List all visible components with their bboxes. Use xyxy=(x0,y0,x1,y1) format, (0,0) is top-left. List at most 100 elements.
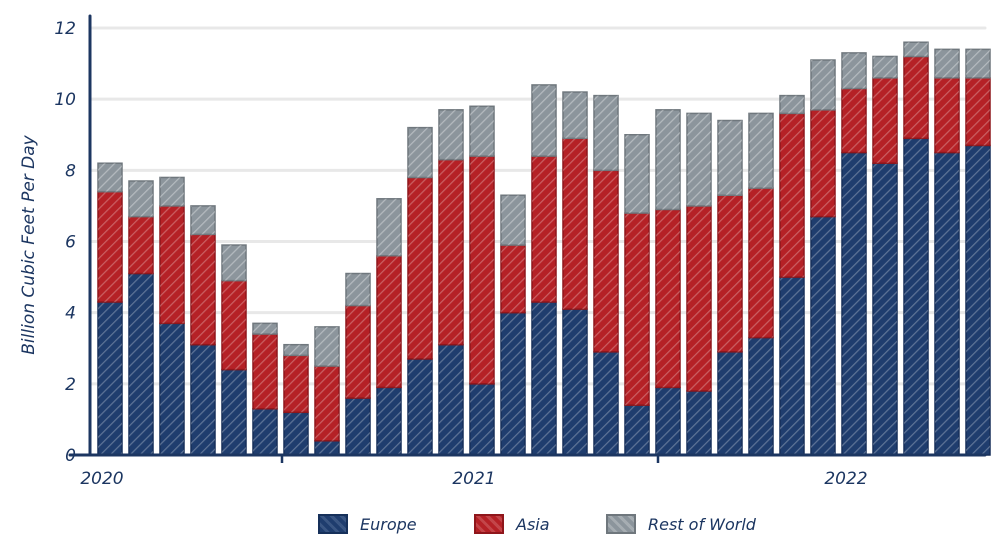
legend-label-rest-of-world: Rest of World xyxy=(648,514,756,534)
legend-label-asia: Asia xyxy=(516,514,550,534)
x-tick-label: 2021 xyxy=(452,469,495,489)
bar-hatch-rest-of-world xyxy=(904,42,928,57)
bar-hatch-europe xyxy=(253,408,277,455)
bar-hatch-rest-of-world xyxy=(377,198,401,256)
bar-hatch-rest-of-world xyxy=(594,95,618,171)
y-tick-label: 10 xyxy=(54,90,76,110)
legend-swatch-rest-of-world xyxy=(606,514,636,534)
bar-hatch-rest-of-world xyxy=(129,181,153,217)
bar-hatch-asia xyxy=(687,205,711,391)
y-tick-label: 2 xyxy=(65,375,76,395)
bar-hatch-asia xyxy=(284,355,308,413)
x-tick-label: 2022 xyxy=(824,469,867,489)
bar-hatch-europe xyxy=(594,351,618,455)
bar-hatch-rest-of-world xyxy=(439,109,463,160)
y-tick-label: 8 xyxy=(65,161,76,181)
bar-hatch-europe xyxy=(98,301,122,455)
bar-hatch-rest-of-world xyxy=(780,95,804,114)
bar-hatch-rest-of-world xyxy=(935,49,959,78)
bar-hatch-asia xyxy=(160,205,184,324)
y-tick-label: 12 xyxy=(54,19,76,39)
x-tick-labels: 2020 2021 2022 xyxy=(80,469,867,489)
bar-hatch-asia xyxy=(532,156,556,302)
bar-hatch-rest-of-world xyxy=(408,127,432,178)
bar-hatch-rest-of-world xyxy=(315,326,339,367)
bar-hatch-asia xyxy=(749,188,773,338)
bar-hatch-asia xyxy=(966,77,990,146)
bar-hatch-asia xyxy=(191,234,215,345)
bar-hatch-rest-of-world xyxy=(470,106,494,157)
bar-hatch-asia xyxy=(656,209,680,388)
y-axis-title: Billion Cubic Feet Per Day xyxy=(19,134,39,354)
bar-hatch-europe xyxy=(439,344,463,455)
bar-hatch-rest-of-world xyxy=(749,113,773,189)
bar-hatch-europe xyxy=(532,301,556,455)
x-tick-label: 2020 xyxy=(80,469,123,489)
bar-hatch-asia xyxy=(780,113,804,278)
bar-hatch-asia xyxy=(315,366,339,441)
bar-hatch-europe xyxy=(129,273,153,455)
bar-hatch-europe xyxy=(377,387,401,455)
bar-hatch-asia xyxy=(470,156,494,384)
bar-hatch-rest-of-world xyxy=(346,273,370,306)
bar-hatch-asia xyxy=(98,191,122,302)
bar-hatch-rest-of-world xyxy=(222,245,246,281)
bar-hatch-rest-of-world xyxy=(811,60,835,110)
bar-hatch-europe xyxy=(935,152,959,455)
legend-item-europe: Europe xyxy=(318,508,417,540)
legend-label-europe: Europe xyxy=(360,514,417,534)
stacked-bar-chart: 0 2 4 6 8 10 12 2020 2021 2022 Billion Cubic Fee… xyxy=(19,14,991,489)
bar-hatch-europe xyxy=(811,216,835,455)
bar-hatch-asia xyxy=(129,216,153,274)
bar-hatch-europe xyxy=(346,398,370,455)
bar-hatch-europe xyxy=(656,387,680,455)
legend-swatch-europe xyxy=(318,514,348,534)
bar-hatch-europe xyxy=(470,383,494,455)
y-tick-label: 0 xyxy=(65,446,76,466)
bar-hatch-asia xyxy=(563,138,587,310)
bar-hatch-europe xyxy=(222,369,246,455)
legend: Europe Asia Rest of World xyxy=(0,508,1000,540)
bar-hatch-asia xyxy=(811,109,835,217)
bar-hatch-asia xyxy=(842,88,866,153)
bar-hatch-rest-of-world xyxy=(284,344,308,356)
bar-hatch-rest-of-world xyxy=(160,177,184,206)
bar-hatch-rest-of-world xyxy=(253,323,277,335)
bar-hatch-asia xyxy=(904,56,928,139)
bar-hatch-europe xyxy=(191,344,215,455)
bar-hatch-rest-of-world xyxy=(842,52,866,89)
bar-hatch-europe xyxy=(501,312,525,455)
y-tick-label: 6 xyxy=(65,233,76,253)
bar-hatch-europe xyxy=(904,138,928,455)
bar-hatch-rest-of-world xyxy=(98,163,122,192)
bar-hatch-europe xyxy=(873,163,897,455)
bar-hatch-rest-of-world xyxy=(501,195,525,246)
bar-hatch-europe xyxy=(625,405,649,455)
bar-hatch-europe xyxy=(563,309,587,455)
bar-hatch-europe xyxy=(842,152,866,455)
bar-hatch-rest-of-world xyxy=(687,113,711,206)
bar-hatch-rest-of-world xyxy=(656,109,680,210)
bar-hatch-rest-of-world xyxy=(873,56,897,78)
bar-hatch-europe xyxy=(687,390,711,455)
bar-hatch-asia xyxy=(377,255,401,388)
bar-hatch-europe xyxy=(284,412,308,455)
legend-item-rest-of-world: Rest of World xyxy=(606,508,756,540)
bar-hatch-asia xyxy=(408,177,432,359)
bar-hatch-asia xyxy=(253,334,277,409)
bar-hatch-asia xyxy=(439,159,463,345)
axes xyxy=(68,14,987,463)
bar-hatch-asia xyxy=(935,77,959,153)
bar-hatch-asia xyxy=(718,195,742,352)
bar-hatch-rest-of-world xyxy=(625,134,649,214)
bar-hatch-rest-of-world xyxy=(563,92,587,139)
bar-hatch-asia xyxy=(346,305,370,399)
bar-hatch-asia xyxy=(873,77,897,164)
bar-hatch-europe xyxy=(966,145,990,456)
bar-hatch-rest-of-world xyxy=(532,84,556,157)
bar-hatch-rest-of-world xyxy=(191,205,215,235)
bar-hatch-europe xyxy=(315,440,339,455)
bar-hatch-rest-of-world xyxy=(966,49,990,78)
bar-hatch-asia xyxy=(501,245,525,313)
bars xyxy=(97,41,991,456)
